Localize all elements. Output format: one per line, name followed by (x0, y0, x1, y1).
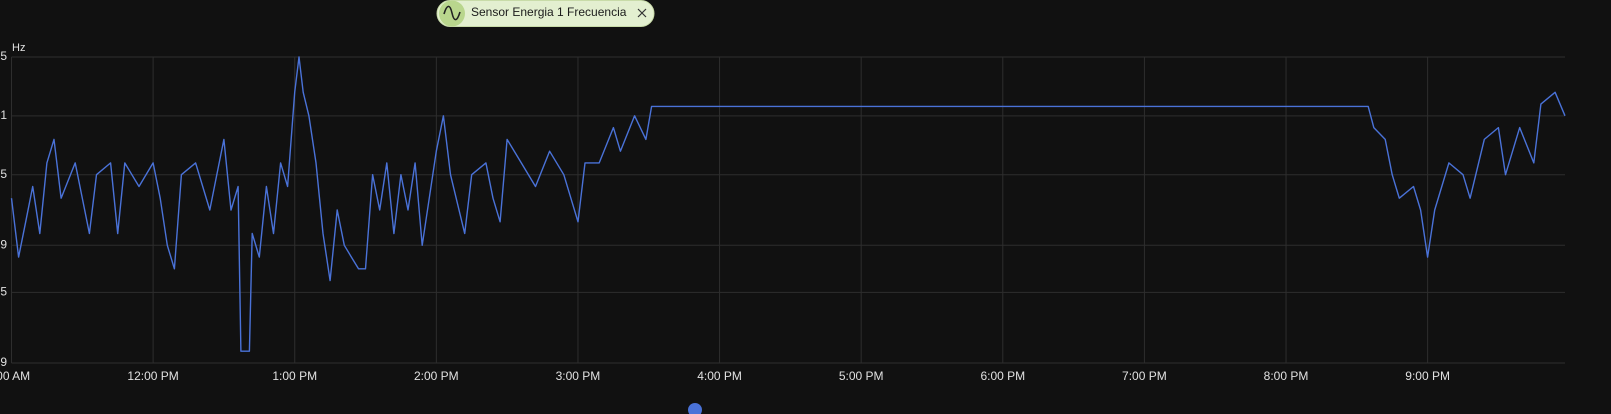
y-tick-label: 1 (0, 108, 7, 122)
chip-icon (443, 5, 461, 21)
x-tick-label: :00 AM (0, 369, 30, 383)
x-tick-label: 5:00 PM (839, 369, 884, 383)
chip-label: Sensor Energia 1 Frecuencia (471, 5, 627, 19)
x-tick-label: 6:00 PM (980, 369, 1025, 383)
x-tick-label: 4:00 PM (697, 369, 742, 383)
chip-background[interactable] (436, 0, 655, 27)
x-tick-label: 9:00 PM (1405, 369, 1450, 383)
chip-close[interactable] (637, 8, 647, 18)
y-tick-label: 5 (0, 49, 7, 63)
y-tick-label: 5 (0, 285, 7, 299)
y-tick-label: 9 (0, 355, 7, 369)
x-tick-label: 2:00 PM (414, 369, 459, 383)
legend-marker (688, 403, 702, 414)
y-tick-label: 9 (0, 237, 7, 251)
y-axis-label: Hz (12, 42, 25, 54)
x-tick-label: 1:00 PM (272, 369, 317, 383)
data-line (10, 56, 1566, 352)
x-tick-label: 3:00 PM (556, 369, 601, 383)
x-tick-label: 8:00 PM (1264, 369, 1309, 383)
y-tick-label: 5 (0, 167, 7, 181)
chip[interactable]: Sensor Energia 1 Frecuencia (436, 0, 655, 27)
x-tick-label: 7:00 PM (1122, 369, 1167, 383)
x-tick-label: 12:00 PM (127, 369, 178, 383)
